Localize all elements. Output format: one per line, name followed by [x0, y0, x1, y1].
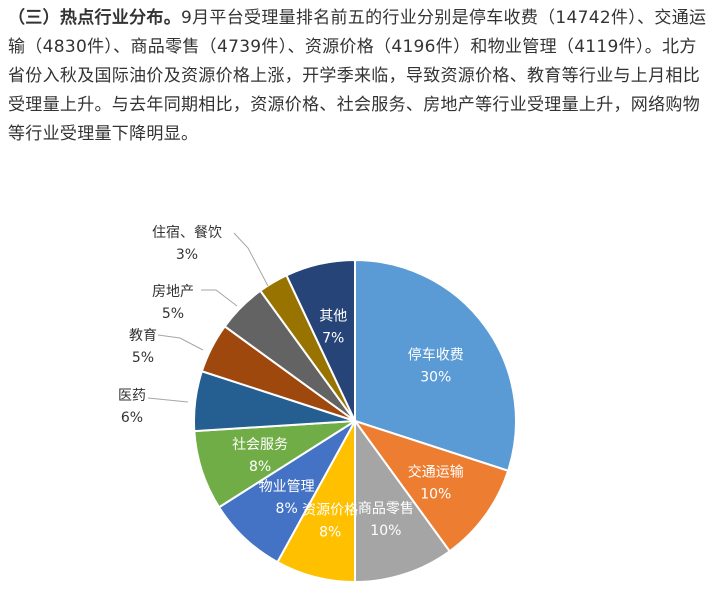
pie-slice-11: [285, 258, 356, 422]
slice-percent-label: 5%: [132, 350, 154, 366]
slice-percent-label: 30%: [420, 369, 451, 385]
slice-name-label: 物业管理: [259, 479, 315, 495]
slice-name-label: 住宿、餐饮: [152, 224, 222, 241]
slice-percent-label: 8%: [319, 525, 341, 541]
slice-name-label: 交通运输: [408, 464, 464, 481]
pie-slice-2: [352, 419, 510, 553]
leader-lines: [147, 232, 269, 403]
leader-line-10: [233, 232, 269, 287]
slice-name-label: 医药: [118, 388, 146, 404]
slice-name-label: 停车收费: [408, 346, 464, 363]
slice-percent-label: 7%: [322, 331, 344, 347]
slice-percent-label: 10%: [420, 487, 451, 503]
slice-percent-label: 8%: [249, 459, 271, 475]
slice-name-label: 社会服务: [232, 437, 288, 453]
pie-slice-1: [354, 258, 517, 473]
article-heading: （三）热点行业分布。: [8, 8, 181, 28]
slice-percent-label: 8%: [276, 501, 298, 517]
article-paragraph: （三）热点行业分布。9月平台受理量排名前五的行业分别是停车收费（14742件）、…: [8, 4, 708, 149]
slice-percent-label: 6%: [121, 410, 143, 426]
slice-percent-label: 10%: [370, 523, 401, 539]
slice-name-label: 其他: [319, 309, 347, 325]
pie-slices: [193, 258, 517, 584]
slice-name-label: 房地产: [152, 284, 194, 300]
leader-line-9: [201, 289, 238, 307]
slice-name-label: 教育: [129, 328, 157, 344]
article-body: 9月平台受理量排名前五的行业分别是停车收费（14742件）、交通运输（4830件…: [8, 8, 707, 144]
pie-slice-3: [354, 417, 452, 584]
leader-line-8: [157, 334, 204, 351]
slice-name-label: 资源价格: [302, 503, 358, 519]
slice-labels: 停车收费30%交通运输10%商品零售10%资源价格8%物业管理8%社会服务8%医…: [118, 224, 464, 541]
slice-percent-label: 5%: [162, 306, 184, 322]
slice-name-label: 商品零售: [358, 501, 414, 517]
leader-line-7: [147, 397, 189, 403]
slice-percent-label: 3%: [176, 247, 198, 263]
